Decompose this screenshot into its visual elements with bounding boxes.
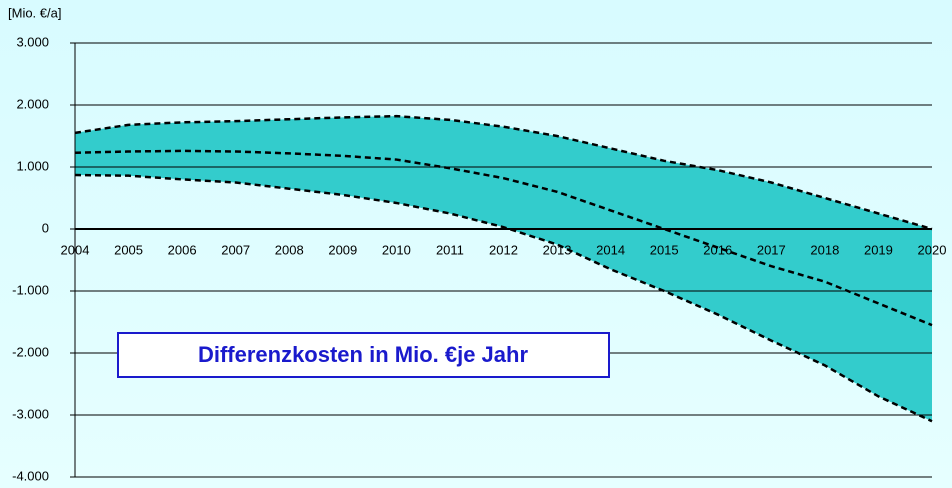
- x-tick-label: 2010: [382, 242, 411, 257]
- x-tick-label: 2020: [918, 242, 947, 257]
- y-tick-label: 3.000: [16, 34, 49, 49]
- x-tick-label: 2016: [703, 242, 732, 257]
- x-tick-label: 2011: [436, 242, 464, 257]
- y-tick-label: 1.000: [16, 158, 49, 173]
- x-tick-label: 2018: [810, 242, 839, 257]
- x-tick-label: 2008: [275, 242, 304, 257]
- x-tick-label: 2014: [596, 242, 625, 257]
- annotation: Differenzkosten in Mio. €je Jahr: [198, 342, 529, 367]
- x-tick-label: 2005: [114, 242, 143, 257]
- band: [75, 116, 932, 422]
- x-tick-label: 2004: [61, 242, 90, 257]
- y-tick-label: 0: [42, 220, 49, 235]
- y-tick-label: 2.000: [16, 96, 49, 111]
- x-tick-label: 2006: [168, 242, 197, 257]
- x-tick-label: 2009: [328, 242, 357, 257]
- x-tick-label: 2015: [650, 242, 679, 257]
- y-tick-label: -2.000: [12, 344, 49, 359]
- y-unit-label: [Mio. €/a]: [8, 5, 61, 20]
- line: [74, 149, 933, 327]
- x-tick-label: 2007: [221, 242, 250, 257]
- x-tick-label: 2013: [543, 242, 572, 257]
- y-tick-label: -1.000: [12, 282, 49, 297]
- x-tick-label: 2012: [489, 242, 518, 257]
- line: [74, 114, 933, 231]
- y-tick-label: -4.000: [12, 468, 49, 483]
- x-tick-label: 2019: [864, 242, 893, 257]
- annotation-box: [117, 332, 610, 378]
- x-tick-label: 2017: [757, 242, 786, 257]
- line: [74, 173, 933, 423]
- y-tick-label: -3.000: [12, 406, 49, 421]
